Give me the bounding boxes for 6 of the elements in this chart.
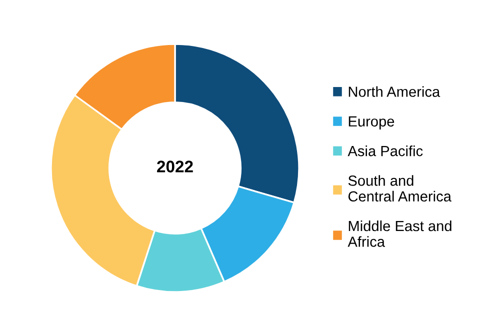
legend-label: South and Central America [348,175,452,202]
legend-label: North America [348,86,440,97]
legend-label: Middle East and Africa [348,220,452,247]
text: 2022 [157,160,193,172]
legend-label: Asia Pacific [348,145,423,156]
legend-label: Europe [348,116,394,130]
